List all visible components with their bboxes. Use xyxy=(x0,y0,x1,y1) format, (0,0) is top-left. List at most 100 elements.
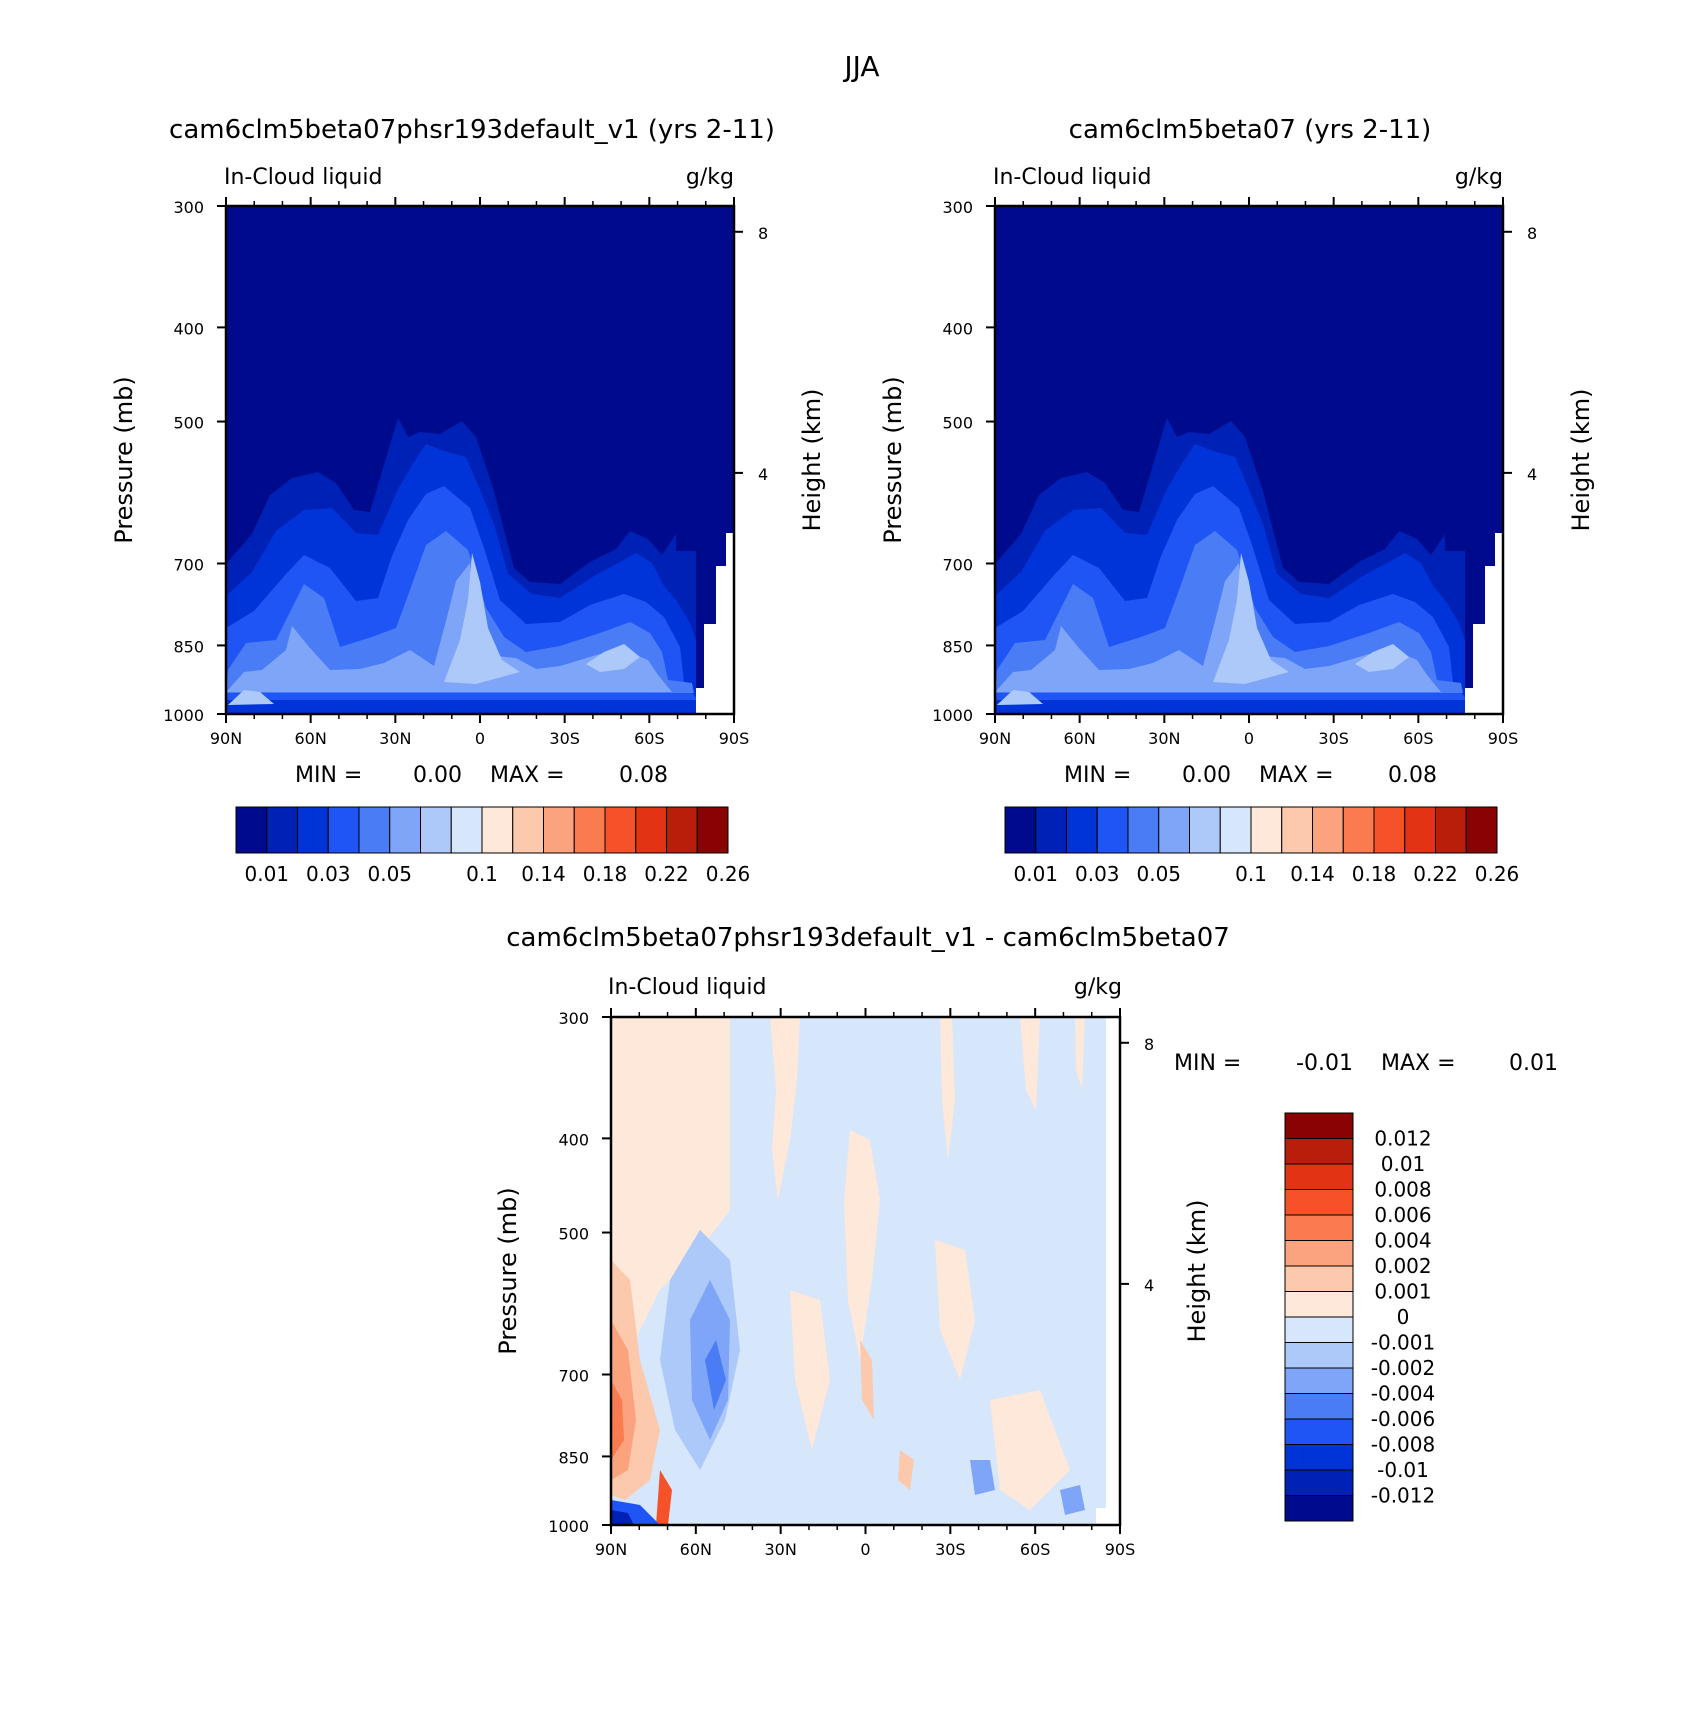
figure-title: JJA xyxy=(842,50,879,83)
y2-axis-label: Height (km) xyxy=(1567,389,1595,532)
colorbar-box xyxy=(1281,806,1313,854)
colorbar-box xyxy=(1284,1112,1354,1139)
colorbar-box xyxy=(1158,806,1190,854)
colorbar-box xyxy=(512,806,544,854)
colorbar-box xyxy=(1096,806,1129,854)
below-ground-mask xyxy=(1096,1017,1120,1525)
colorbar-box xyxy=(1284,1342,1354,1369)
colorbar-label: 0.05 xyxy=(1136,862,1181,886)
x-tick-label: 60S xyxy=(1403,729,1434,748)
contour-neg-0.002 xyxy=(1060,1485,1085,1515)
colorbar-box xyxy=(635,806,667,854)
x-tick-label: 30S xyxy=(1318,729,1349,748)
y2-tick-label: 4 xyxy=(1527,465,1537,484)
min-label: MIN = xyxy=(295,763,362,788)
x-tick-label: 30S xyxy=(549,729,580,748)
colorbar-label: 0.22 xyxy=(644,862,689,886)
max-label: MAX = xyxy=(1259,763,1334,788)
y-tick-label: 850 xyxy=(558,1448,589,1467)
colorbar-box xyxy=(604,806,637,854)
colorbar-label: 0.18 xyxy=(583,862,628,886)
y2-tick-label: 8 xyxy=(758,224,768,243)
y2-tick-label: 8 xyxy=(1527,224,1537,243)
colorbar-label: 0.1 xyxy=(466,862,498,886)
y-tick-label: 1000 xyxy=(548,1517,589,1536)
colorbar-box xyxy=(1284,1240,1354,1267)
contour-neg-0.01 xyxy=(611,1510,634,1525)
y-tick-label: 500 xyxy=(173,414,204,433)
contour-neg-0.004 xyxy=(705,1340,726,1410)
y-tick-label: 850 xyxy=(942,637,973,656)
max-value: 0.08 xyxy=(1388,763,1437,788)
colorbar-box xyxy=(1284,1265,1354,1292)
max-value: 0.01 xyxy=(1509,1051,1558,1076)
x-tick-label: 0 xyxy=(860,1540,870,1559)
colorbar-box xyxy=(297,806,329,854)
colorbar-label: -0.001 xyxy=(1371,1331,1435,1355)
colorbar-box xyxy=(1066,806,1098,854)
colorbar-box xyxy=(1127,806,1160,854)
y2-axis-label: Height (km) xyxy=(1183,1200,1211,1343)
colorbar-label: 0.14 xyxy=(521,862,566,886)
y2-tick-label: 8 xyxy=(1144,1035,1154,1054)
colorbar-label: 0.1 xyxy=(1235,862,1267,886)
contour-0.001 xyxy=(790,1290,830,1450)
y-tick-label: 1000 xyxy=(932,706,973,725)
colorbar-box xyxy=(1284,1214,1354,1241)
y2-tick-label: 4 xyxy=(758,465,768,484)
contour-0.06 xyxy=(995,563,1441,692)
colorbar-box xyxy=(1312,806,1344,854)
colorbar-box xyxy=(1284,1291,1354,1318)
y-tick-label: 850 xyxy=(173,637,204,656)
colorbar-label: -0.008 xyxy=(1371,1433,1435,1457)
below-ground-mask xyxy=(696,533,734,714)
contour-0.001 xyxy=(990,1390,1070,1510)
y-tick-label: 500 xyxy=(942,414,973,433)
colorbar-label: 0.004 xyxy=(1374,1229,1431,1253)
colorbar-box xyxy=(266,806,298,854)
y-axis-label: Pressure (mb) xyxy=(494,1187,522,1354)
colorbar-label: 0.006 xyxy=(1374,1203,1431,1227)
colorbar-box xyxy=(1284,1469,1354,1496)
colorbar-label: 0.01 xyxy=(1013,862,1058,886)
max-label: MAX = xyxy=(1381,1051,1456,1076)
colorbar-box xyxy=(1284,1495,1354,1522)
colorbar-label: 0.03 xyxy=(1075,862,1120,886)
colorbar-box xyxy=(1284,1367,1354,1394)
contour-0.002 xyxy=(898,1450,914,1490)
x-tick-label: 60N xyxy=(295,729,327,748)
below-ground-mask xyxy=(1465,533,1503,714)
y2-tick-label: 4 xyxy=(1144,1276,1154,1295)
min-max-readout: MIN = 0.00 MAX = 0.08 xyxy=(295,763,668,788)
contour-0.001 xyxy=(940,1017,955,1160)
y-tick-label: 300 xyxy=(942,198,973,217)
y-tick-label: 700 xyxy=(942,556,973,575)
colorbar-box xyxy=(1284,1316,1354,1343)
min-value: 0.00 xyxy=(413,763,462,788)
x-tick-label: 90S xyxy=(1105,1540,1136,1559)
x-tick-label: 30N xyxy=(765,1540,797,1559)
axes: 90N 60N 30N 0 30S 60S 90S 300 400 500 700 850 1000 8 4… xyxy=(879,197,1595,748)
colorbar-box xyxy=(1189,806,1221,854)
colorbar-label: 0.012 xyxy=(1374,1127,1431,1151)
colorbar-box xyxy=(1284,1418,1354,1445)
panel-title: cam6clm5beta07phsr193default_v1 (yrs 2-1… xyxy=(169,115,775,145)
x-tick-label: 90N xyxy=(595,1540,627,1559)
min-value: 0.00 xyxy=(1182,763,1231,788)
y-axis-label: Pressure (mb) xyxy=(110,376,138,543)
contour-0.001 xyxy=(1075,1017,1085,1090)
plot-area xyxy=(611,1017,1120,1525)
colorbar-box xyxy=(450,806,483,854)
x-tick-label: 30S xyxy=(935,1540,966,1559)
contour-0.008 xyxy=(656,1470,672,1525)
y-tick-label: 700 xyxy=(173,556,204,575)
colorbar-label: 0.26 xyxy=(706,862,751,886)
colorbar-box xyxy=(573,806,606,854)
min-label: MIN = xyxy=(1064,763,1131,788)
units-label: g/kg xyxy=(686,165,734,190)
max-value: 0.08 xyxy=(619,763,668,788)
x-tick-label: 60S xyxy=(634,729,665,748)
colorbar-box xyxy=(481,806,514,854)
colorbar-label: 0.01 xyxy=(244,862,289,886)
